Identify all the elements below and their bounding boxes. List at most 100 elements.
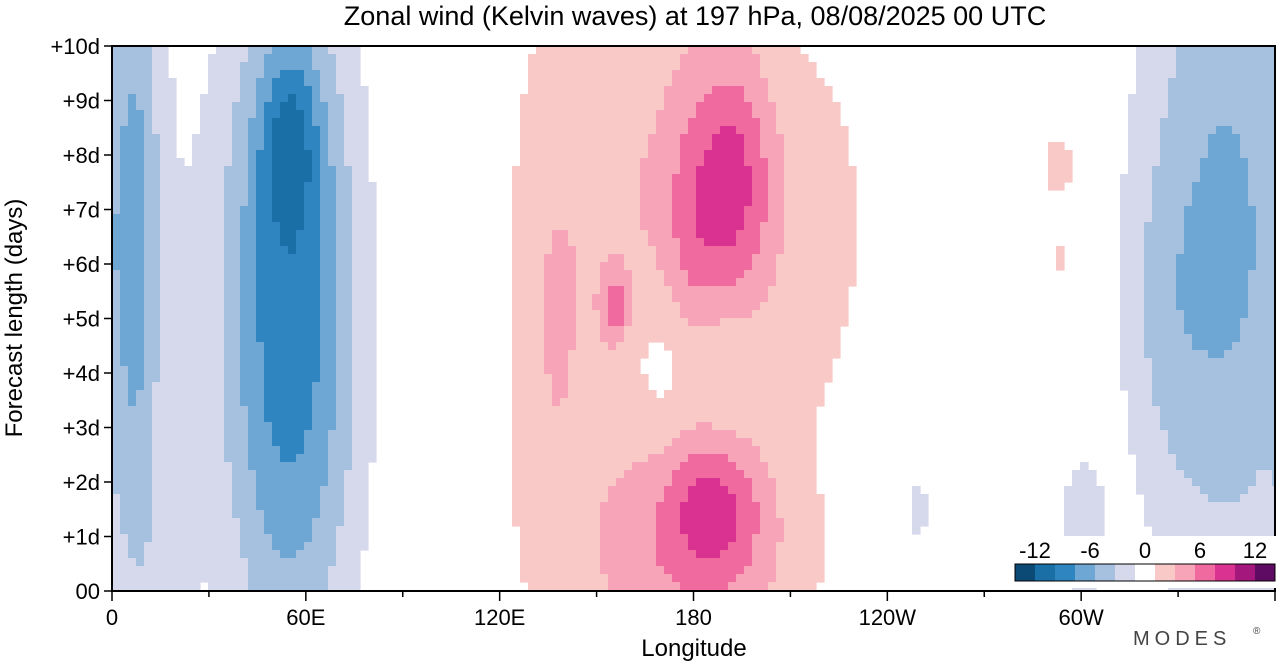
field-cell <box>528 118 537 127</box>
field-cell <box>568 206 577 215</box>
field-cell <box>784 110 793 119</box>
field-cell <box>648 334 657 343</box>
field-cell <box>768 94 777 103</box>
field-cell <box>232 310 241 319</box>
field-cell <box>312 86 321 95</box>
field-cell <box>368 366 377 375</box>
field-cell <box>264 574 273 583</box>
field-cell <box>360 126 369 135</box>
field-cell <box>336 382 345 391</box>
field-cell <box>800 182 809 191</box>
field-cell <box>168 262 177 271</box>
field-cell <box>616 142 625 151</box>
field-cell <box>656 398 665 407</box>
field-cell <box>664 534 673 543</box>
field-cell <box>168 206 177 215</box>
field-cell <box>120 326 129 335</box>
field-cell <box>528 406 537 415</box>
field-cell <box>536 542 545 551</box>
field-cell <box>336 374 345 383</box>
field-cell <box>584 190 593 199</box>
field-cell <box>240 110 249 119</box>
field-cell <box>152 262 161 271</box>
field-cell <box>320 478 329 487</box>
field-cell <box>168 246 177 255</box>
field-cell <box>368 238 377 247</box>
field-cell <box>280 478 289 487</box>
field-cell <box>168 302 177 311</box>
field-cell <box>784 558 793 567</box>
field-cell <box>336 574 345 583</box>
field-cell <box>792 134 801 143</box>
field-cell <box>648 438 657 447</box>
field-cell <box>600 478 609 487</box>
field-cell <box>240 174 249 183</box>
field-cell <box>824 158 833 167</box>
field-cell <box>112 534 121 543</box>
field-cell <box>608 558 617 567</box>
field-cell <box>144 270 153 279</box>
field-cell <box>344 198 353 207</box>
field-cell <box>592 94 601 103</box>
field-cell <box>232 470 241 479</box>
field-cell <box>744 254 753 263</box>
field-cell <box>704 486 713 495</box>
field-cell <box>280 462 289 471</box>
field-cell <box>624 334 633 343</box>
field-cell <box>568 414 577 423</box>
field-cell <box>664 582 673 591</box>
field-cell <box>728 478 737 487</box>
field-cell <box>808 78 817 87</box>
field-cell <box>216 326 225 335</box>
field-cell <box>792 462 801 471</box>
field-cell <box>520 366 529 375</box>
field-cell <box>312 454 321 463</box>
field-cell <box>200 478 209 487</box>
field-cell <box>752 174 761 183</box>
field-cell <box>360 286 369 295</box>
field-cell <box>128 462 137 471</box>
field-cell <box>808 574 817 583</box>
field-cell <box>640 398 649 407</box>
field-cell <box>192 286 201 295</box>
field-cell <box>704 246 713 255</box>
field-cell <box>712 190 721 199</box>
field-cell <box>656 230 665 239</box>
field-cell <box>128 470 137 479</box>
field-cell <box>352 46 361 55</box>
field-cell <box>688 270 697 279</box>
field-cell <box>648 150 657 159</box>
field-cell <box>800 502 809 511</box>
field-cell <box>712 566 721 575</box>
field-cell <box>704 446 713 455</box>
field-cell <box>304 470 313 479</box>
field-cell <box>272 110 281 119</box>
field-cell <box>608 470 617 479</box>
field-cell <box>568 318 577 327</box>
field-cell <box>304 550 313 559</box>
field-cell <box>328 502 337 511</box>
field-cell <box>288 78 297 87</box>
field-cell <box>736 390 745 399</box>
field-cell <box>696 230 705 239</box>
field-cell <box>552 142 561 151</box>
field-cell <box>616 134 625 143</box>
field-cell <box>192 278 201 287</box>
field-cell <box>576 454 585 463</box>
field-cell <box>768 174 777 183</box>
field-cell <box>240 350 249 359</box>
field-cell <box>560 230 569 239</box>
field-cell <box>280 398 289 407</box>
field-cell <box>600 366 609 375</box>
field-cell <box>752 422 761 431</box>
field-cell <box>736 366 745 375</box>
field-cell <box>672 246 681 255</box>
field-cell <box>752 246 761 255</box>
field-cell <box>544 478 553 487</box>
field-cell <box>544 406 553 415</box>
field-cell <box>216 398 225 407</box>
field-cell <box>768 222 777 231</box>
field-cell <box>736 126 745 135</box>
field-cell <box>112 278 121 287</box>
field-cell <box>144 214 153 223</box>
